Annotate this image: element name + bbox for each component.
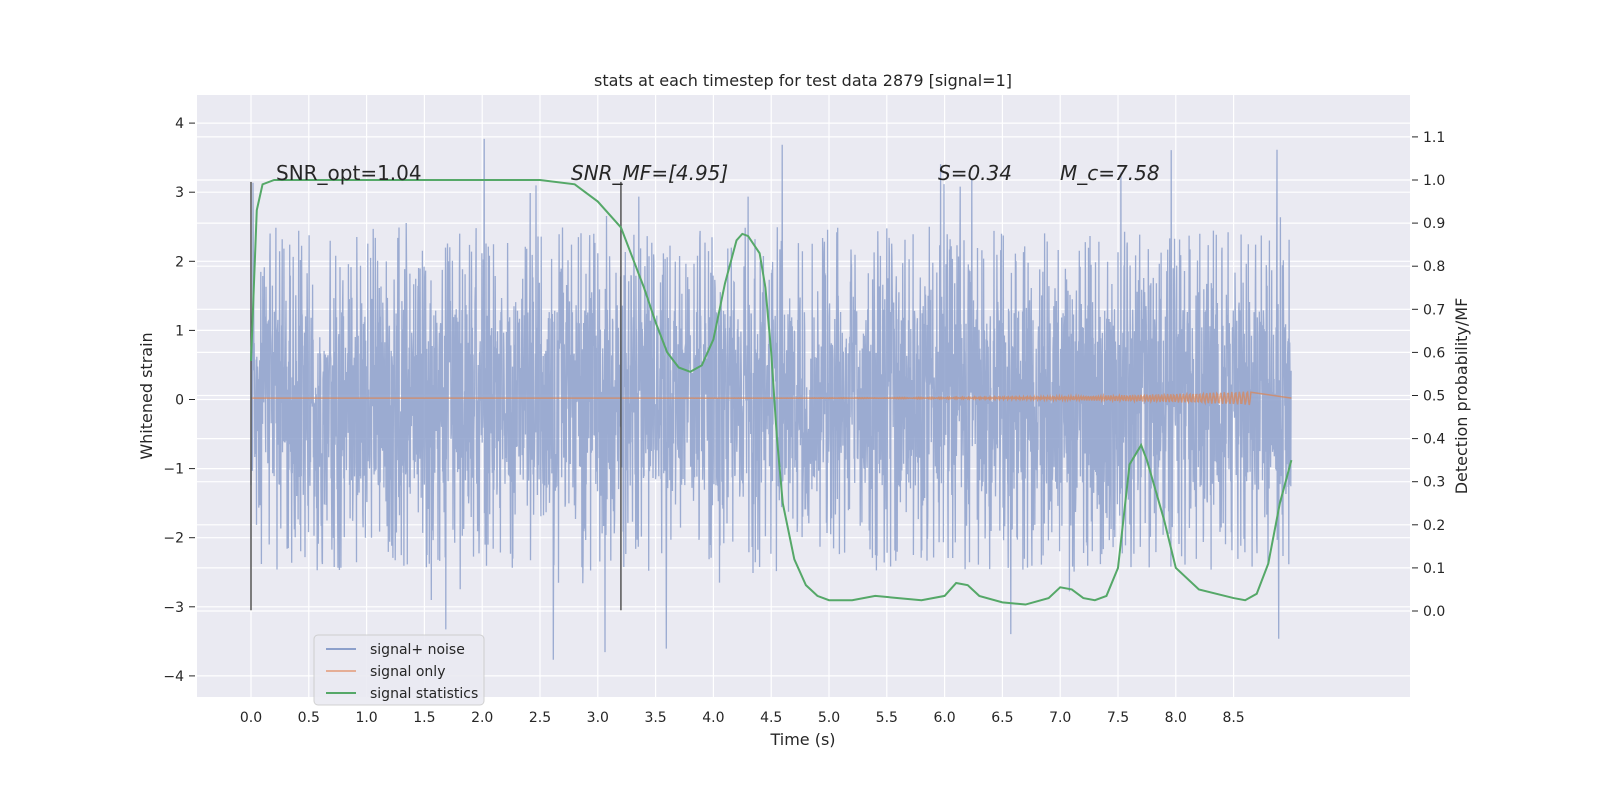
y-right-tick-label: 0.1 — [1423, 561, 1445, 577]
legend-label: signal only — [370, 664, 445, 680]
x-tick-label: 7.5 — [1107, 710, 1129, 726]
x-tick-label: 5.0 — [818, 710, 840, 726]
y-right-tick-label: 0.9 — [1423, 216, 1445, 232]
x-tick-label: 8.0 — [1165, 710, 1187, 726]
x-tick-label: 6.5 — [991, 710, 1013, 726]
y-right-tick-label: 1.1 — [1423, 130, 1445, 146]
x-tick-label: 2.0 — [471, 710, 493, 726]
annotation-s: S=0.34 — [938, 161, 1012, 185]
y-right-tick-label: 0.5 — [1423, 389, 1445, 405]
x-tick-label: 5.5 — [876, 710, 898, 726]
x-tick-label: 8.5 — [1222, 710, 1244, 726]
x-tick-label: 2.5 — [529, 710, 551, 726]
y-right-tick-label: 0.3 — [1423, 475, 1445, 491]
series-signal-statistics — [250, 179, 1293, 606]
x-tick-label: 4.5 — [760, 710, 782, 726]
x-tick-label: 1.0 — [355, 710, 377, 726]
y-right-tick-label: 0.0 — [1423, 604, 1445, 620]
y-tick-label: −1 — [163, 462, 184, 478]
annotation-mc: M_c=7.58 — [1060, 161, 1160, 185]
y-tick-label: 3 — [175, 185, 184, 201]
y-tick-label: 4 — [175, 116, 184, 132]
y-tick-label: 2 — [175, 254, 184, 270]
x-axis-label: Time (s) — [769, 730, 835, 749]
legend-box — [313, 634, 485, 706]
y-right-tick-label: 0.2 — [1423, 518, 1445, 534]
y-tick-label: −2 — [163, 531, 184, 547]
y-tick-label: −4 — [163, 669, 184, 685]
x-tick-label: 1.5 — [413, 710, 435, 726]
series-signal-noise — [250, 138, 1292, 660]
x-tick-label: 3.0 — [587, 710, 609, 726]
y-right-tick-label: 0.6 — [1423, 345, 1445, 361]
annotation-snr-opt: SNR_opt=1.04 — [276, 161, 422, 185]
x-tick-label: 0.0 — [240, 710, 262, 726]
series-signal-only — [251, 390, 1292, 406]
y-axis-label: Whitened strain — [137, 332, 156, 459]
y-right-tick-label: 0.7 — [1423, 302, 1445, 318]
x-tick-label: 7.0 — [1049, 710, 1071, 726]
chart-title: stats at each timestep for test data 287… — [594, 71, 1012, 90]
y-right-tick-label: 0.8 — [1423, 259, 1445, 275]
legend-label: signal statistics — [370, 686, 478, 702]
x-tick-label: 3.5 — [644, 710, 666, 726]
annotation-snr-mf: SNR_MF=[4.95] — [571, 161, 728, 185]
x-tick-label: 0.5 — [298, 710, 320, 726]
legend-label: signal+ noise — [370, 642, 465, 658]
x-tick-label: 4.0 — [702, 710, 724, 726]
y-tick-label: −3 — [163, 600, 184, 616]
y-tick-label: 1 — [175, 323, 184, 339]
y-right-tick-label: 0.4 — [1423, 432, 1445, 448]
legend: signal+ noise signal only signal statistic… — [313, 634, 485, 706]
y-axis-right-label: Detection probability/MF — [1452, 298, 1471, 495]
y-tick-label: 0 — [175, 393, 184, 409]
x-tick-label: 6.0 — [933, 710, 955, 726]
y-right-tick-label: 1.0 — [1423, 173, 1445, 189]
